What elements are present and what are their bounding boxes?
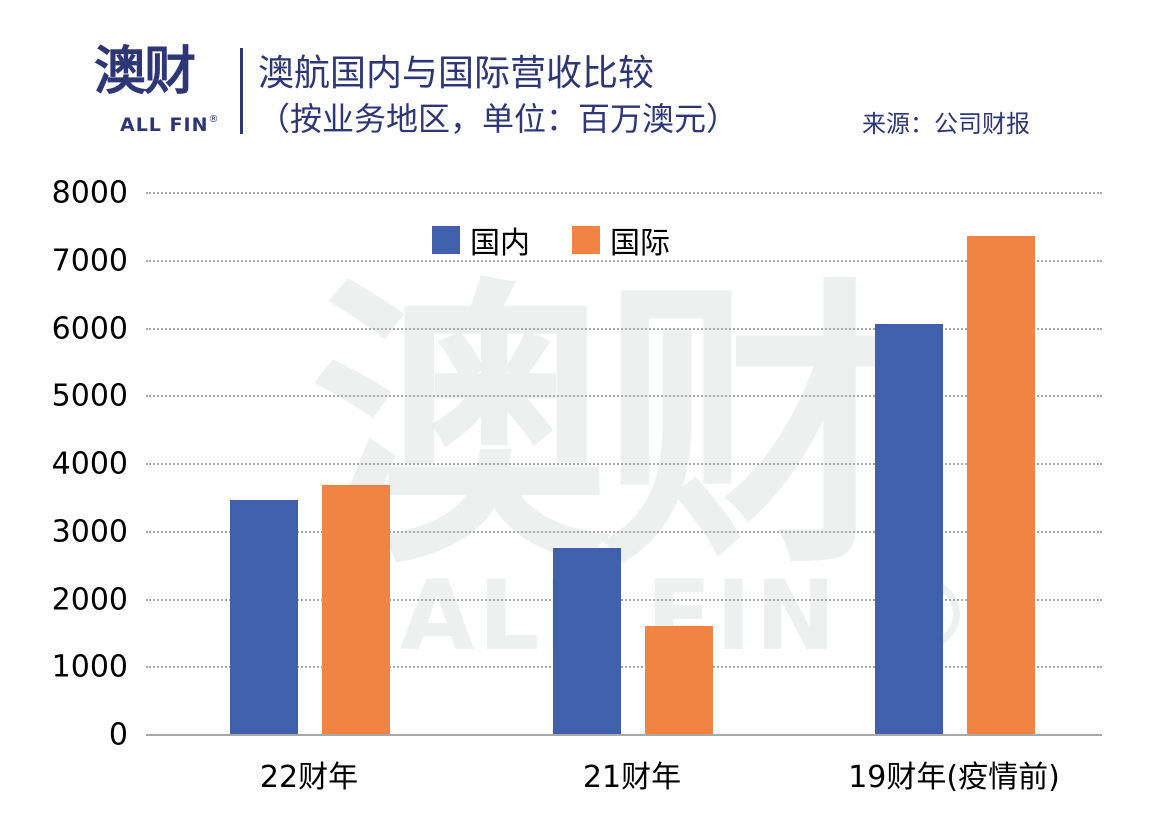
bar-domestic xyxy=(230,499,298,735)
gridline xyxy=(146,463,1102,465)
y-tick-label: 4000 xyxy=(51,446,128,482)
gridline xyxy=(146,327,1102,330)
bar-international xyxy=(967,236,1035,735)
gridline xyxy=(146,395,1102,398)
logo-en: ALL FIN® xyxy=(120,114,220,136)
y-tick-label: 7000 xyxy=(51,243,128,279)
y-tick-label: 0 xyxy=(108,717,128,753)
x-axis-line xyxy=(146,734,1102,736)
x-tick-label: 21财年 xyxy=(582,760,682,795)
y-tick-label: 6000 xyxy=(51,311,128,346)
y-tick-label: 2000 xyxy=(51,582,128,617)
bar-international xyxy=(645,625,713,735)
header-divider xyxy=(240,48,243,134)
gridline xyxy=(146,666,1102,669)
gridline xyxy=(146,530,1102,533)
source-note: 来源：公司财报 xyxy=(862,110,1030,138)
legend-swatch-international xyxy=(572,226,600,254)
gridline xyxy=(146,259,1102,262)
chart-subtitle: （按业务地区，单位：百万澳元） xyxy=(258,100,739,138)
bar-domestic xyxy=(875,323,943,735)
y-tick-label: 5000 xyxy=(51,378,128,414)
gridline xyxy=(146,192,1102,194)
bar-international xyxy=(322,485,390,735)
legend-item-international: 国际 xyxy=(572,218,670,262)
y-tick-label: 3000 xyxy=(51,514,128,550)
chart-title: 澳航国内与国际营收比较 xyxy=(258,53,655,94)
legend-swatch-domestic xyxy=(432,226,460,254)
x-tick-label: 19财年(疫情前) xyxy=(848,760,1060,795)
watermark-cn: 澳财 xyxy=(310,255,900,604)
logo: 澳财 ALL FIN® xyxy=(94,42,234,137)
y-tick-label: 8000 xyxy=(51,175,128,211)
bar-domestic xyxy=(553,548,621,735)
x-tick-label: 22财年 xyxy=(259,760,359,795)
gridline xyxy=(146,598,1102,601)
logo-cn: 澳财 xyxy=(94,42,196,102)
y-tick-label: 1000 xyxy=(51,649,128,685)
legend: 国内 国际 xyxy=(432,218,712,262)
legend-item-domestic: 国内 xyxy=(432,218,530,262)
